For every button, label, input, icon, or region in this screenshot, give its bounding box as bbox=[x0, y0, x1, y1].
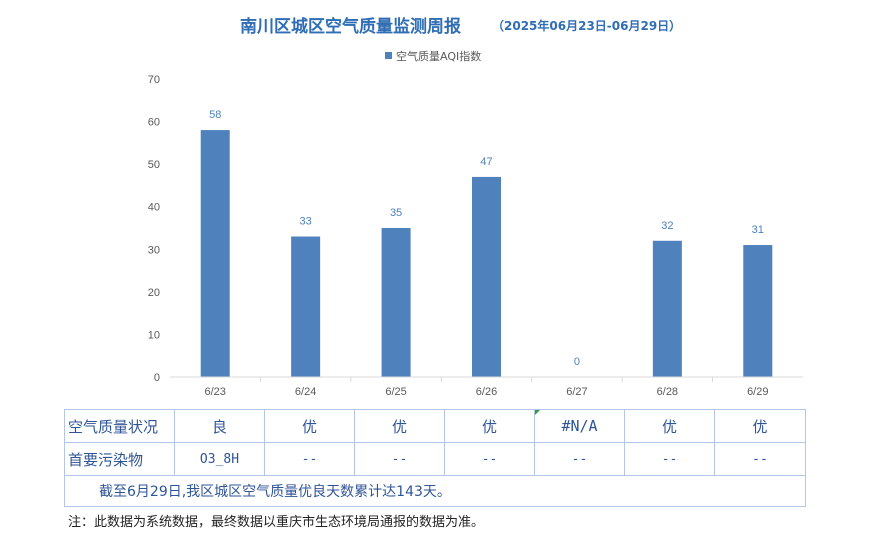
quality-status-cell: 优 bbox=[714, 409, 806, 443]
quality-status-cell: 优 bbox=[444, 409, 535, 443]
x-tick-label: 6/28 bbox=[657, 386, 678, 398]
data-label: 47 bbox=[480, 156, 492, 168]
data-label: 33 bbox=[300, 216, 312, 228]
data-label: 31 bbox=[752, 224, 764, 236]
data-label: 58 bbox=[209, 109, 221, 121]
data-label: 0 bbox=[574, 356, 580, 368]
air-quality-table: 空气质量状况 良 优 优 优 #N/A 优 优 首要污染物 O3_8H -- -… bbox=[64, 409, 806, 507]
quality-status-cell: 优 bbox=[624, 409, 715, 443]
footnote: 注：此数据为系统数据，最终数据以重庆市生态环境局通报的数据为准。 bbox=[68, 515, 485, 530]
y-tick-label: 0 bbox=[154, 372, 160, 384]
primary-pollutant-cell: -- bbox=[624, 442, 715, 476]
legend-label: 空气质量AQI指数 bbox=[396, 49, 481, 63]
quality-status-cell: 优 bbox=[354, 409, 445, 443]
x-tick-label: 6/23 bbox=[205, 386, 226, 398]
y-tick-label: 20 bbox=[148, 287, 160, 299]
aqi-bar-chart: 南川区城区空气质量监测周报 （2025年06月23日-06月29日） 空气质量A… bbox=[148, 16, 803, 398]
bar-6-23 bbox=[200, 130, 230, 377]
primary-pollutant-cell: -- bbox=[264, 442, 355, 476]
x-tick-label: 6/25 bbox=[385, 386, 406, 398]
primary-pollutant-cell: -- bbox=[714, 442, 806, 476]
primary-pollutant-row: 首要污染物 O3_8H -- -- -- -- -- -- bbox=[64, 442, 806, 476]
primary-pollutant-cell: -- bbox=[354, 442, 445, 476]
primary-pollutant-header: 首要污染物 bbox=[64, 442, 175, 476]
quality-status-cell: #N/A bbox=[534, 409, 625, 443]
y-tick-label: 30 bbox=[148, 244, 160, 256]
y-tick-label: 50 bbox=[148, 159, 160, 171]
quality-status-cell: 良 bbox=[174, 409, 265, 443]
data-label: 32 bbox=[661, 220, 673, 232]
bar-6-25 bbox=[381, 228, 411, 377]
primary-pollutant-cell: -- bbox=[534, 442, 625, 476]
bar-6-28 bbox=[652, 240, 682, 377]
summary-text: 截至6月29日,我区城区空气质量优良天数累计达143天。 bbox=[64, 475, 806, 507]
primary-pollutant-cell: O3_8H bbox=[174, 442, 265, 476]
primary-pollutant-cell: -- bbox=[444, 442, 535, 476]
bar-6-29 bbox=[743, 245, 773, 377]
summary-row: 截至6月29日,我区城区空气质量优良天数累计达143天。 bbox=[64, 475, 806, 507]
quality-status-row: 空气质量状况 良 优 优 优 #N/A 优 优 bbox=[64, 409, 806, 443]
x-tick-label: 6/29 bbox=[747, 386, 768, 398]
quality-status-header: 空气质量状况 bbox=[64, 409, 175, 443]
y-tick-label: 70 bbox=[148, 74, 160, 86]
chart-title: 南川区城区空气质量监测周报 bbox=[240, 16, 461, 37]
x-tick-label: 6/27 bbox=[566, 386, 587, 398]
legend-swatch bbox=[385, 52, 392, 59]
y-tick-label: 60 bbox=[148, 117, 160, 129]
x-tick-label: 6/24 bbox=[295, 386, 316, 398]
chart-subtitle: （2025年06月23日-06月29日） bbox=[492, 18, 681, 33]
data-label: 35 bbox=[390, 207, 402, 219]
bar-6-26 bbox=[472, 176, 501, 377]
bar-6-24 bbox=[291, 236, 321, 377]
quality-status-cell: 优 bbox=[264, 409, 355, 443]
y-tick-label: 40 bbox=[148, 202, 160, 214]
y-tick-label: 10 bbox=[148, 329, 160, 341]
x-tick-label: 6/26 bbox=[476, 386, 497, 398]
